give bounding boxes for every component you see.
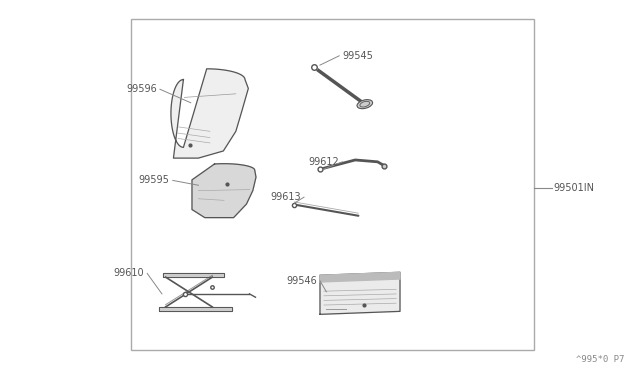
Text: 99596: 99596	[126, 84, 157, 94]
Text: ^995*0 P7: ^995*0 P7	[575, 355, 624, 364]
Bar	[131, 19, 534, 350]
Text: 99612: 99612	[308, 157, 339, 167]
Text: 99610: 99610	[113, 269, 144, 278]
Text: 99501IN: 99501IN	[554, 183, 595, 193]
Polygon shape	[192, 164, 256, 218]
Polygon shape	[171, 69, 248, 158]
Polygon shape	[320, 272, 400, 282]
Ellipse shape	[357, 100, 372, 109]
Polygon shape	[159, 307, 232, 311]
Polygon shape	[163, 273, 223, 277]
Text: 99546: 99546	[286, 276, 317, 286]
Text: 99613: 99613	[270, 192, 301, 202]
Text: 99545: 99545	[342, 51, 373, 61]
Text: 99595: 99595	[139, 176, 170, 185]
Polygon shape	[320, 272, 400, 314]
